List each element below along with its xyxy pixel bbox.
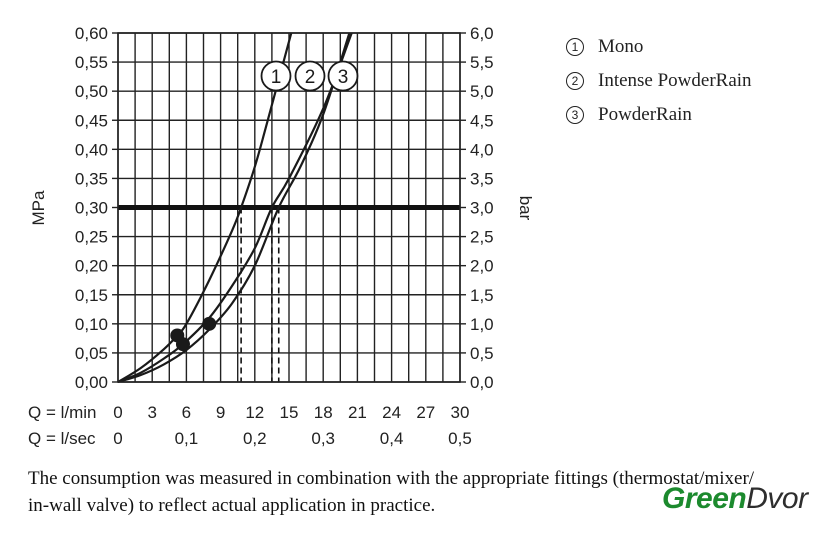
x-tick-label-min: 24 — [382, 403, 401, 422]
legend: 1 Mono 2 Intense PowderRain 3 PowderRain — [566, 30, 752, 132]
y-tick-label-right: 4,5 — [470, 111, 494, 130]
y-tick-label-left: 0,25 — [75, 228, 108, 247]
chart-tick-labels: 0,000,050,100,150,200,250,300,350,400,45… — [75, 24, 494, 448]
caption-line-2: in-wall valve) to reflect actual applica… — [28, 495, 436, 516]
x-tick-label-sec: 0,4 — [380, 429, 404, 448]
x-tick-label-min: 6 — [182, 403, 191, 422]
y-tick-label-left: 0,40 — [75, 140, 108, 159]
y-tick-label-left: 0,60 — [75, 24, 108, 43]
series-marker-label-2: 2 — [305, 67, 316, 88]
x-tick-label-min: 9 — [216, 403, 225, 422]
series-marker-circle-2 — [294, 60, 326, 92]
y-tick-label-right: 3,0 — [470, 199, 494, 218]
legend-item-mono: 1 Mono — [566, 30, 752, 64]
legend-item-powderrain: 3 PowderRain — [566, 98, 752, 132]
chart-series: 1 2 3 — [117, 32, 359, 384]
y-tick-label-left: 0,35 — [75, 169, 108, 188]
x-tick-label-min: 12 — [245, 403, 264, 422]
x-tick-label-min: 27 — [416, 403, 435, 422]
y-tick-label-left: 0,15 — [75, 286, 108, 305]
y-tick-label-left: 0,00 — [75, 373, 108, 392]
legend-marker: 1 — [566, 38, 584, 56]
x-tick-label-min: 0 — [113, 403, 122, 422]
y-tick-label-left: 0,10 — [75, 315, 108, 334]
caption: The consumption was measured in combinat… — [28, 465, 828, 519]
legend-label: Mono — [598, 36, 644, 57]
greendvor-watermark: GreenDvor — [662, 482, 808, 516]
legend-label: PowderRain — [598, 104, 692, 125]
watermark-part-2: Dvor — [746, 482, 808, 515]
x-tick-label-sec: 0 — [113, 429, 122, 448]
series-marker-circle-1 — [260, 60, 292, 92]
y-tick-label-right: 4,0 — [470, 140, 494, 159]
plot-frame — [117, 32, 461, 383]
legend-label: Intense PowderRain — [598, 70, 752, 91]
y-tick-label-right: 3,5 — [470, 169, 494, 188]
legend-marker: 2 — [566, 72, 584, 90]
series-marker-label-3: 3 — [338, 67, 349, 88]
y-tick-label-right: 0,5 — [470, 344, 494, 363]
y-tick-label-left: 0,50 — [75, 82, 108, 101]
y-tick-label-left: 0,05 — [75, 344, 108, 363]
series-line-3 — [117, 32, 351, 384]
legend-marker: 3 — [566, 106, 584, 124]
x-tick-label-sec: 0,1 — [175, 429, 199, 448]
y-tick-label-right: 2,0 — [470, 257, 494, 276]
y-axis-label-left: MPa — [29, 190, 48, 226]
y-tick-label-right: 1,5 — [470, 286, 494, 305]
x-axis-label-min: Q = l/min — [28, 403, 97, 422]
y-tick-label-left: 0,55 — [75, 53, 108, 72]
x-tick-label-min: 18 — [314, 403, 333, 422]
legend-item-intense-powderrain: 2 Intense PowderRain — [566, 64, 752, 98]
y-tick-label-left: 0,45 — [75, 111, 108, 130]
chart-axis-labels: Q = l/min Q = l/sec MPa bar — [28, 190, 535, 448]
y-tick-label-left: 0,30 — [75, 199, 108, 218]
x-tick-label-sec: 0,3 — [311, 429, 335, 448]
x-tick-label-sec: 0,5 — [448, 429, 472, 448]
y-tick-label-right: 2,5 — [470, 228, 494, 247]
x-tick-label-min: 15 — [280, 403, 299, 422]
chart-axes — [112, 32, 466, 383]
y-axis-label-right: bar — [516, 196, 535, 221]
y-tick-label-right: 5,5 — [470, 53, 494, 72]
x-tick-label-sec: 0,2 — [243, 429, 267, 448]
x-tick-label-min: 30 — [451, 403, 470, 422]
watermark-part-1: Green — [662, 482, 747, 515]
y-tick-label-right: 0,0 — [470, 373, 494, 392]
y-tick-label-right: 6,0 — [470, 24, 494, 43]
y-tick-label-left: 0,20 — [75, 257, 108, 276]
series-point-2 — [175, 337, 190, 352]
series-marker-label-1: 1 — [271, 67, 282, 88]
x-tick-label-min: 21 — [348, 403, 367, 422]
y-tick-label-right: 5,0 — [470, 82, 494, 101]
x-axis-label-sec: Q = l/sec — [28, 429, 96, 448]
reference-line-0-3mpa — [118, 205, 460, 382]
series-point-3 — [202, 316, 217, 331]
series-marker-circle-3 — [327, 60, 359, 92]
series-line-1 — [117, 32, 293, 383]
caption-line-1: The consumption was measured in combinat… — [28, 468, 755, 489]
x-tick-label-min: 3 — [147, 403, 156, 422]
series-line-2 — [117, 32, 353, 384]
y-tick-label-right: 1,0 — [470, 315, 494, 334]
